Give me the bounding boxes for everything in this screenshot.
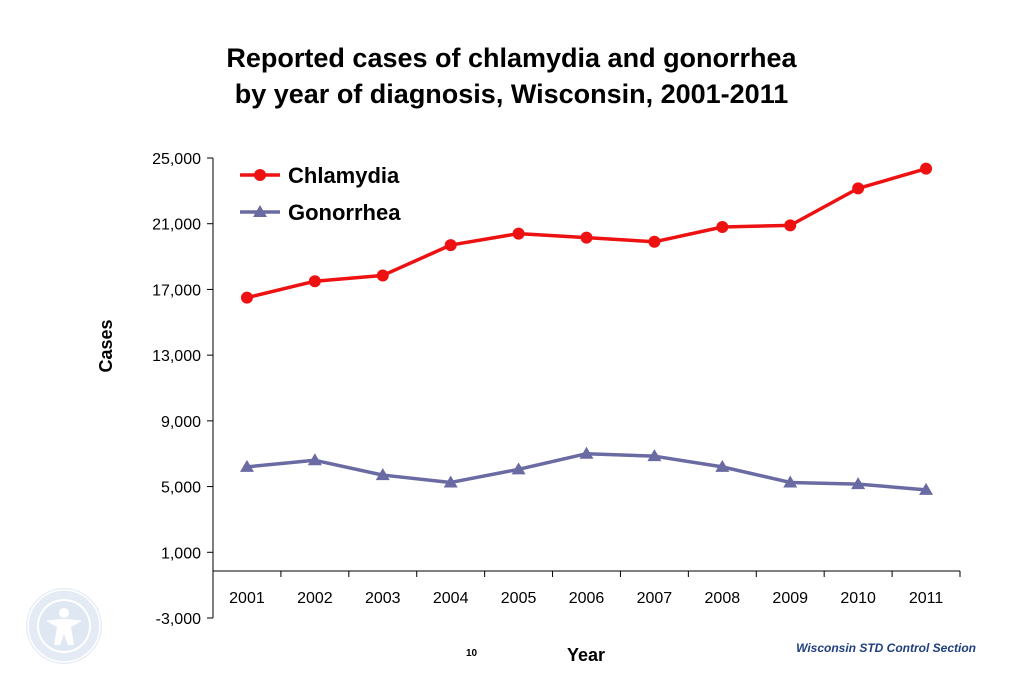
x-tick-label: 2009 [772, 590, 808, 607]
chlamydia-point [580, 231, 593, 244]
y-tick-label: -3,000 [156, 611, 201, 628]
gonorrhea-point [851, 477, 866, 490]
x-tick-label: 2006 [569, 590, 605, 607]
y-tick-label: 1,000 [161, 545, 201, 562]
agency-seal-logo [26, 588, 102, 664]
x-tick-label: 2004 [433, 590, 469, 607]
chart-legend: Chlamydia Gonorrhea [240, 163, 401, 225]
x-axis-ticks: 2001 2002 2003 2004 2005 2006 2007 2008 2009 2010… [212, 571, 961, 607]
chart-axes [212, 158, 960, 618]
chlamydia-point [308, 275, 321, 288]
gonorrhea-series-line [246, 451, 927, 492]
gonorrhea-point [647, 449, 662, 462]
y-tick-label: 17,000 [152, 282, 201, 299]
chart-series [239, 162, 934, 495]
gonorrhea-point [511, 462, 526, 475]
x-tick-label: 2011 [909, 590, 944, 607]
x-tick-label: 2010 [840, 590, 876, 607]
chlamydia-point [444, 239, 457, 252]
y-axis-ticks: -3,000 1,000 5,000 9,000 13,000 17,000 21,000 2… [152, 151, 213, 628]
y-tick-label: 9,000 [161, 414, 201, 431]
gonorrhea-point [239, 459, 254, 472]
chart-title-line-1: Reported cases of chlamydia and gonorrhe… [226, 43, 797, 73]
legend-gonorrhea-marker [253, 205, 267, 217]
y-tick-label: 5,000 [161, 480, 201, 497]
y-axis-label: Cases [96, 319, 116, 372]
x-tick-label: 2007 [637, 590, 673, 607]
gonorrhea-point [919, 482, 934, 495]
x-tick-label: 2005 [501, 590, 537, 607]
chlamydia-point [852, 182, 865, 195]
chlamydia-point [240, 291, 253, 304]
legend-gonorrhea-label: Gonorrhea [288, 200, 401, 225]
gonorrhea-point [715, 459, 730, 472]
legend-chlamydia-marker [254, 169, 266, 181]
footer-credit: Wisconsin STD Control Section [796, 641, 976, 655]
gonorrhea-point [783, 475, 798, 488]
x-tick-label: 2002 [297, 590, 333, 607]
chart-title-line-2: by year of diagnosis, Wisconsin, 2001-20… [234, 79, 789, 109]
y-tick-label: 13,000 [152, 348, 201, 365]
chart-title: Reported cases of chlamydia and gonorrhe… [0, 40, 1023, 112]
gonorrhea-point [443, 475, 458, 488]
chlamydia-point [512, 227, 525, 240]
y-tick-label: 25,000 [152, 151, 201, 168]
x-tick-label: 2003 [365, 590, 401, 607]
gonorrhea-point [579, 446, 594, 459]
gonorrhea-point [307, 453, 322, 466]
chlamydia-point [784, 219, 797, 232]
chlamydia-point [716, 221, 729, 233]
x-tick-label: 2001 [229, 590, 265, 607]
chlamydia-point [648, 235, 661, 248]
page-number: 10 [466, 648, 478, 659]
chlamydia-point [920, 162, 933, 175]
legend-chlamydia-label: Chlamydia [288, 163, 400, 188]
y-tick-label: 21,000 [152, 217, 201, 234]
chlamydia-point [376, 269, 389, 282]
x-axis-label: Year [567, 645, 605, 665]
gonorrhea-point [375, 468, 390, 481]
x-tick-label: 2008 [705, 590, 741, 607]
